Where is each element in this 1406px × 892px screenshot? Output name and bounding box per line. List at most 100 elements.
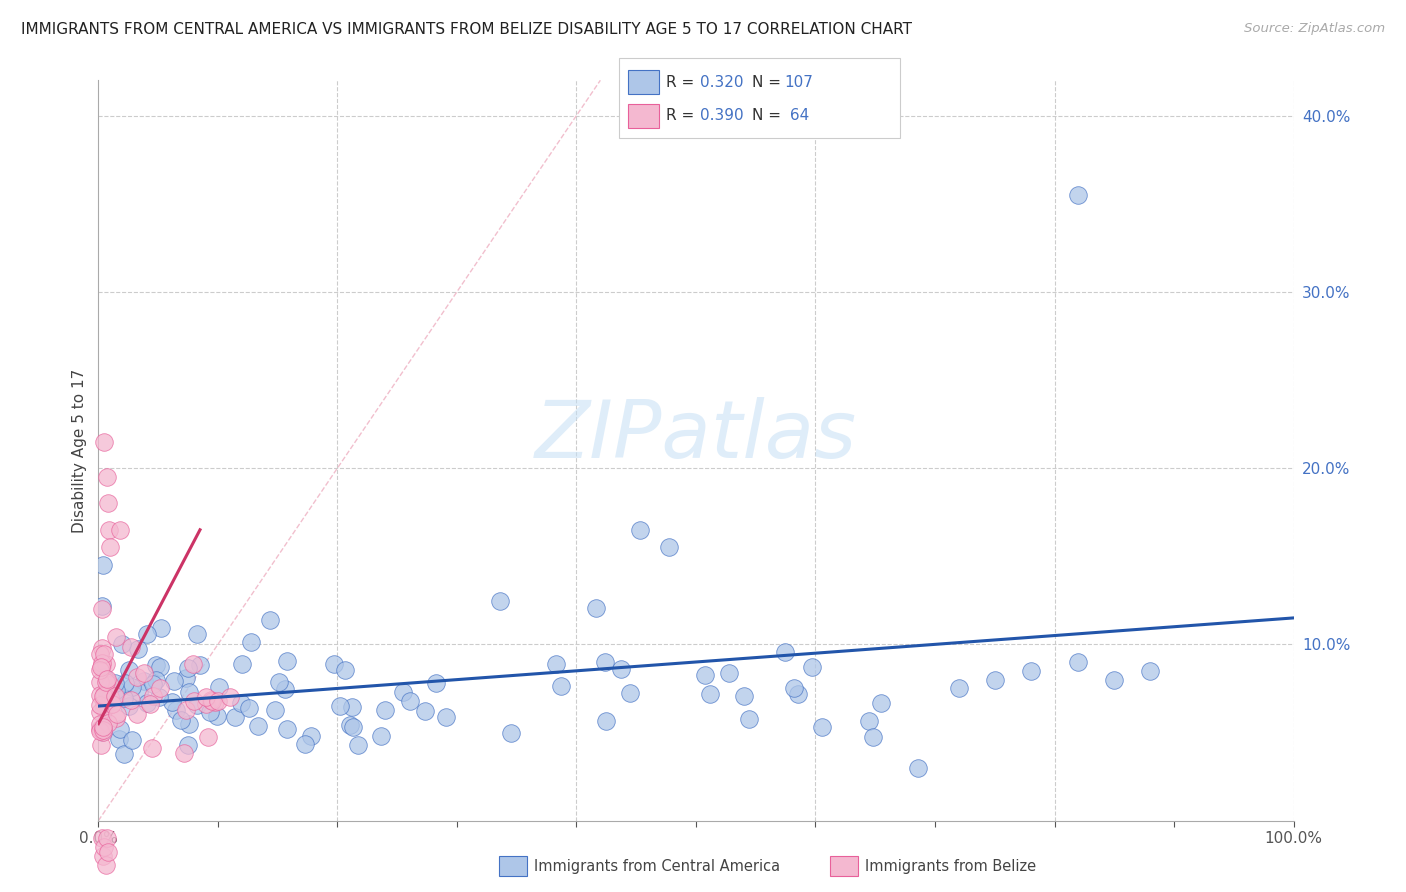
Point [128, 685, 150, 699]
Point [322, 657, 344, 671]
Point [862, 730, 884, 744]
Point [347, 739, 370, 753]
Point [91, 831, 114, 846]
Point [121, 640, 143, 654]
Point [693, 668, 716, 682]
Point [170, 713, 193, 727]
Point [197, 730, 219, 744]
Point [546, 657, 568, 671]
Text: R =: R = [666, 75, 700, 89]
Point [224, 710, 246, 724]
Point [783, 681, 806, 696]
Point [139, 697, 162, 711]
Point [104, 686, 127, 700]
Point [90, 656, 112, 670]
Point [173, 746, 195, 760]
Point [132, 665, 155, 680]
Point [93, 670, 115, 684]
Point [786, 687, 808, 701]
Point [858, 714, 880, 728]
Point [142, 676, 165, 690]
Point [264, 703, 287, 717]
Point [1067, 187, 1090, 202]
Point [149, 681, 172, 695]
Point [148, 690, 170, 704]
Point [194, 697, 217, 711]
Point [93, 434, 115, 449]
Point [94, 698, 117, 713]
Point [1139, 664, 1161, 678]
Point [121, 733, 143, 747]
Point [132, 674, 155, 689]
Point [207, 694, 229, 708]
Point [136, 696, 159, 710]
Text: ZIPatlas: ZIPatlas [534, 397, 858, 475]
Point [90, 640, 112, 655]
Point [93, 702, 115, 716]
Point [800, 660, 823, 674]
Point [118, 698, 141, 713]
Point [142, 690, 165, 704]
Point [177, 685, 200, 699]
Point [96, 673, 118, 687]
Point [114, 675, 136, 690]
Point [329, 698, 352, 713]
Point [333, 664, 356, 678]
Point [201, 694, 224, 708]
Point [398, 693, 420, 707]
Point [89, 688, 111, 702]
Point [738, 712, 761, 726]
Point [98, 523, 121, 537]
Point [93, 688, 115, 702]
Point [550, 679, 572, 693]
Point [112, 747, 135, 761]
Text: 107: 107 [785, 75, 814, 89]
Point [91, 849, 114, 863]
Point [593, 655, 616, 669]
Point [91, 558, 114, 573]
Point [91, 689, 114, 703]
Point [247, 718, 270, 732]
Point [239, 635, 262, 649]
Point [198, 705, 221, 719]
Point [91, 723, 114, 738]
Point [94, 657, 117, 671]
Point [94, 681, 117, 696]
Point [120, 693, 142, 707]
Point [1019, 664, 1042, 678]
Point [186, 698, 208, 712]
Point [89, 698, 111, 713]
Point [112, 691, 135, 706]
Text: N =: N = [752, 75, 786, 89]
Point [342, 720, 364, 734]
Text: N =: N = [752, 109, 786, 123]
Point [97, 715, 120, 730]
Point [108, 722, 131, 736]
Point [186, 627, 208, 641]
Point [91, 709, 114, 723]
Point [810, 720, 832, 734]
Point [108, 523, 131, 537]
Point [658, 541, 681, 555]
Point [205, 709, 228, 723]
Point [127, 671, 149, 685]
Point [100, 690, 122, 705]
Point [294, 737, 316, 751]
Point [90, 660, 112, 674]
Point [91, 659, 114, 673]
Text: R =: R = [666, 109, 700, 123]
Point [595, 714, 617, 729]
Point [391, 685, 413, 699]
Point [141, 741, 163, 756]
Point [91, 724, 114, 739]
Point [104, 676, 127, 690]
Point [104, 711, 127, 725]
Point [274, 682, 297, 697]
Point [91, 725, 114, 739]
Point [125, 706, 148, 721]
Point [413, 704, 436, 718]
Point [174, 671, 197, 685]
Point [276, 654, 298, 668]
Point [174, 703, 197, 717]
Point [136, 627, 159, 641]
